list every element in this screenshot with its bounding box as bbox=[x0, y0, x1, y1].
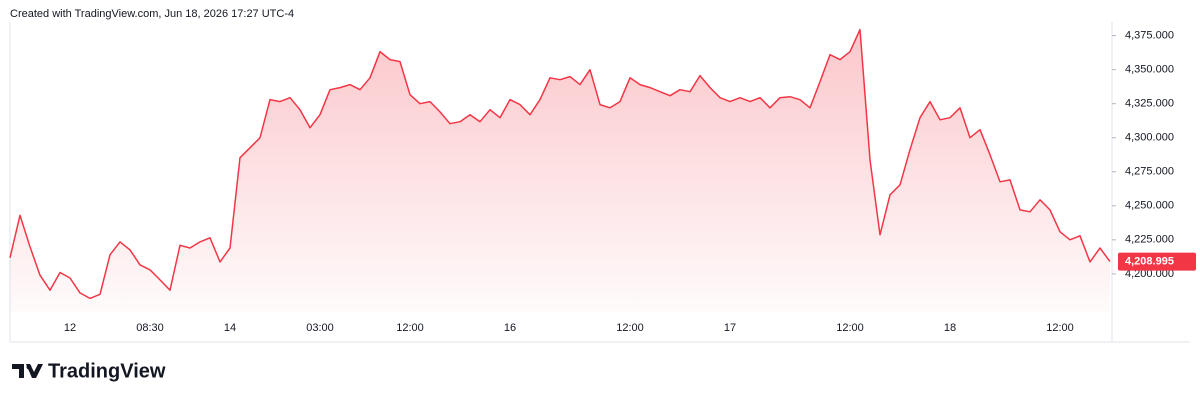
y-tick-label: 4,375.000 bbox=[1125, 30, 1174, 42]
x-tick-label: 12:00 bbox=[836, 322, 864, 334]
x-tick-label: 12:00 bbox=[396, 322, 424, 334]
logo: TradingView bbox=[12, 360, 166, 382]
x-tick-label: 12 bbox=[64, 322, 76, 334]
price-line bbox=[9, 28, 1111, 300]
brand: TradingView bbox=[48, 360, 166, 382]
x-tick-label: 12:00 bbox=[616, 322, 644, 334]
x-tick-label: 14 bbox=[224, 322, 236, 334]
x-tick-label: 17 bbox=[724, 322, 736, 334]
y-tick-label: 4,200.000 bbox=[1125, 268, 1174, 280]
price-label: 4,208.995 bbox=[1125, 256, 1174, 268]
x-tick-label: 18 bbox=[944, 322, 956, 334]
y-tick-label: 4,325.000 bbox=[1125, 98, 1174, 110]
y-tick-label: 4,250.000 bbox=[1125, 200, 1174, 212]
price-label-box bbox=[1118, 252, 1196, 271]
y-tick-label: 4,350.000 bbox=[1125, 64, 1174, 76]
x-tick-label: 16 bbox=[504, 322, 516, 334]
x-tick-label: 12:00 bbox=[1046, 322, 1074, 334]
x-tick-label: 03:00 bbox=[306, 322, 334, 334]
x-tick-label: 08:30 bbox=[136, 322, 164, 334]
y-tick-label: 4,275.000 bbox=[1125, 166, 1174, 178]
credit: Created with TradingView.com, Jun 18, 20… bbox=[10, 8, 294, 20]
y-tick-label: 4,300.000 bbox=[1125, 132, 1174, 144]
y-tick-label: 4,225.000 bbox=[1125, 234, 1174, 246]
